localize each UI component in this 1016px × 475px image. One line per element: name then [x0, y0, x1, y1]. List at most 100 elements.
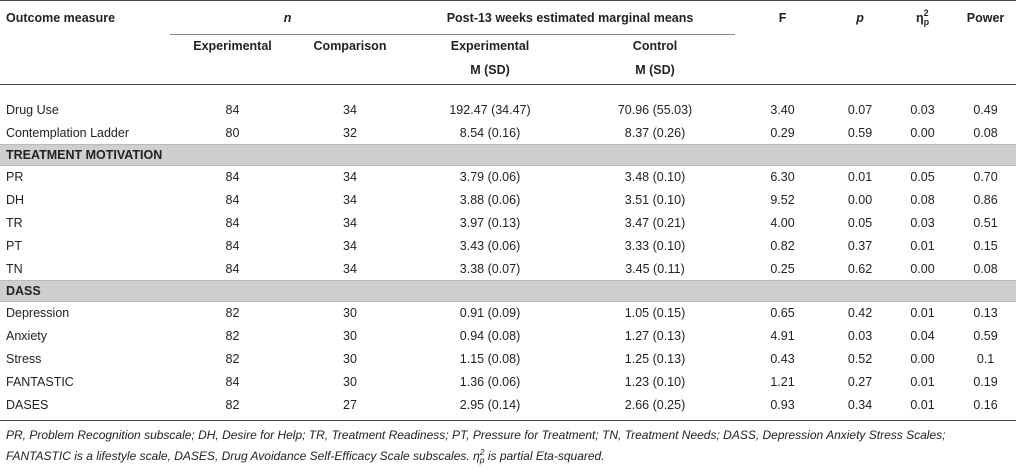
cell-comp-n: 30: [343, 306, 357, 321]
section-title: DASS: [0, 280, 1016, 302]
cell-power: 0.13: [973, 306, 998, 321]
section-header-treatment-motivation: TREATMENT MOTIVATION: [0, 144, 1016, 166]
cell-eta: 0.01: [910, 375, 935, 389]
cell-f: 0.29: [770, 125, 795, 140]
header-experimental-mean: Experimental: [450, 38, 530, 53]
cell-exp-mean: 8.54 (0.16): [459, 125, 521, 140]
cell-comp-n: 34: [343, 261, 357, 276]
cell-exp-mean: 2.95 (0.14): [459, 398, 521, 412]
cell-f: 0.43: [770, 352, 795, 366]
bottom-divider: [0, 420, 1016, 421]
row-measure: Anxiety: [6, 329, 47, 343]
cell-eta: 0.00: [910, 352, 935, 366]
row-measure: Stress: [6, 352, 42, 366]
table-row: TN 84 34 3.38 (0.07) 3.45 (0.11) 0.25 0.…: [0, 258, 1016, 281]
cell-exp-mean: 3.38 (0.07): [459, 261, 521, 276]
row-measure: Contemplation Ladder: [6, 125, 129, 140]
table-row: DASES 82 27 2.95 (0.14) 2.66 (0.25) 0.93…: [0, 394, 1016, 417]
cell-p: 0.52: [847, 352, 873, 366]
table-row: Anxiety 82 30 0.94 (0.08) 1.27 (0.13) 4.…: [0, 325, 1016, 348]
cell-ctrl-mean: 1.23 (0.10): [624, 375, 686, 389]
cell-exp-n: 84: [225, 193, 240, 207]
cell-exp-n: 82: [225, 398, 240, 412]
table-footnote: PR, Problem Recognition subscale; DH, De…: [6, 425, 1010, 467]
cell-eta: 0.03: [910, 103, 935, 117]
row-measure: PT: [6, 239, 22, 253]
footnote-line-1: PR, Problem Recognition subscale; DH, De…: [6, 428, 946, 442]
cell-ctrl-mean: 1.05 (0.15): [624, 306, 686, 321]
cell-exp-n: 80: [225, 125, 240, 140]
cell-eta: 0.01: [910, 306, 935, 321]
cell-power: 0.70: [973, 170, 998, 185]
cell-p: 0.59: [847, 125, 873, 140]
cell-comp-n: 34: [343, 239, 357, 253]
row-measure: DASES: [6, 398, 49, 412]
cell-eta: 0.00: [910, 261, 935, 276]
cell-comp-n: 30: [343, 329, 357, 343]
cell-power: 0.15: [973, 239, 998, 253]
cell-comp-n: 27: [343, 398, 357, 412]
cell-exp-mean: 3.97 (0.13): [459, 216, 521, 230]
cell-comp-n: 34: [343, 170, 357, 185]
cell-eta: 0.03: [910, 216, 935, 230]
cell-f: 0.82: [770, 239, 795, 253]
cell-exp-mean: 0.94 (0.08): [459, 329, 521, 343]
cell-power: 0.86: [973, 193, 998, 207]
header-n: n: [170, 0, 406, 35]
cell-power: 0.19: [973, 375, 998, 389]
cell-f: 4.00: [770, 216, 795, 230]
cell-f: 0.25: [770, 261, 795, 276]
cell-exp-n: 82: [225, 306, 240, 321]
cell-f: 0.93: [770, 398, 795, 412]
row-measure: DH: [6, 193, 25, 207]
table-row: Stress 82 30 1.15 (0.08) 1.25 (0.13) 0.4…: [0, 348, 1016, 371]
cell-exp-n: 84: [225, 103, 240, 117]
cell-p: 0.37: [847, 239, 873, 253]
cell-p: 0.03: [847, 329, 873, 343]
cell-ctrl-mean: 8.37 (0.26): [624, 125, 686, 140]
cell-exp-mean: 1.36 (0.06): [459, 375, 521, 389]
cell-exp-mean: 3.43 (0.06): [459, 239, 521, 253]
row-measure: PR: [6, 170, 24, 185]
cell-ctrl-mean: 3.33 (0.10): [624, 239, 686, 253]
cell-exp-n: 84: [225, 239, 240, 253]
header-experimental-msd: M (SD): [470, 63, 510, 78]
table-row: Depression 82 30 0.91 (0.09) 1.05 (0.15)…: [0, 302, 1016, 325]
cell-exp-mean: 3.88 (0.06): [459, 193, 521, 207]
table-row: PR 84 34 3.79 (0.06) 3.48 (0.10) 6.30 0.…: [0, 166, 1016, 189]
cell-eta: 0.01: [910, 239, 935, 253]
cell-ctrl-mean: 3.48 (0.10): [624, 170, 686, 185]
cell-exp-mean: 192.47 (34.47): [449, 103, 531, 117]
cell-p: 0.62: [847, 261, 873, 276]
cell-p: 0.07: [847, 103, 873, 117]
cell-comp-n: 34: [343, 216, 357, 230]
cell-p: 0.27: [847, 375, 873, 389]
section-title: TREATMENT MOTIVATION: [0, 144, 1016, 166]
cell-ctrl-mean: 3.51 (0.10): [624, 193, 686, 207]
header-comparison-n: Comparison: [313, 38, 387, 53]
cell-exp-mean: 1.15 (0.08): [459, 352, 521, 366]
header-outcome-measure: Outcome measure: [6, 10, 116, 25]
cell-ctrl-mean: 1.25 (0.13): [624, 352, 686, 366]
cell-f: 9.52: [770, 193, 795, 207]
cell-power: 0.08: [973, 261, 998, 276]
table-body: Drug Use 84 34 192.47 (34.47) 70.96 (55.…: [0, 99, 1016, 417]
header-post-13-weeks: Post-13 weeks estimated marginal means: [405, 0, 736, 35]
header-control-msd: M (SD): [635, 63, 675, 78]
cell-p: 0.01: [847, 170, 873, 185]
cell-f: 0.65: [770, 306, 795, 321]
cell-power: 0.49: [973, 103, 998, 117]
results-table: Outcome measure n Post-13 weeks estimate…: [0, 0, 1016, 417]
row-measure: TR: [6, 216, 23, 230]
cell-power: 0.1: [976, 352, 995, 366]
cell-exp-n: 82: [225, 352, 240, 366]
cell-ctrl-mean: 1.27 (0.13): [624, 329, 686, 343]
cell-p: 0.34: [847, 398, 873, 412]
section-header-dass: DASS: [0, 280, 1016, 302]
cell-eta: 0.05: [910, 170, 935, 185]
cell-f: 4.91: [770, 329, 795, 343]
cell-exp-mean: 0.91 (0.09): [459, 306, 521, 321]
cell-eta: 0.04: [910, 329, 935, 343]
